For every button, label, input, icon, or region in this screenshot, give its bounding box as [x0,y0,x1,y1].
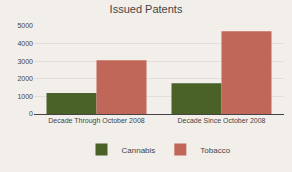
svg-text:Cannabis: Cannabis [122,146,156,155]
svg-text:Decade Since October 2008: Decade Since October 2008 [178,117,266,124]
svg-text:Issued Patents: Issued Patents [110,3,183,15]
svg-text:4000: 4000 [17,40,33,47]
svg-text:0: 0 [29,110,33,117]
svg-text:Decade Through October 2008: Decade Through October 2008 [48,117,144,125]
svg-text:1000: 1000 [17,93,33,100]
svg-text:3000: 3000 [17,58,33,65]
svg-text:5000: 5000 [17,22,33,29]
svg-text:2000: 2000 [17,75,33,82]
svg-text:Tobacco: Tobacco [200,146,230,155]
